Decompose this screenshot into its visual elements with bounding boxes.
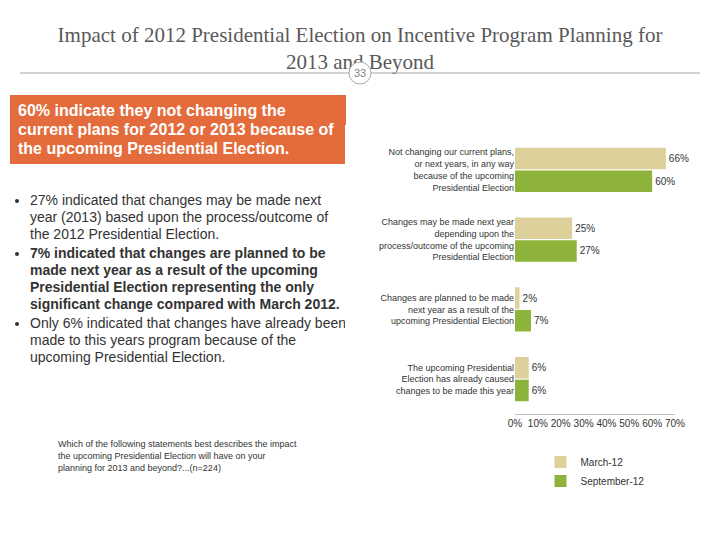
svg-text:6%: 6% bbox=[532, 385, 547, 396]
svg-text:September-12: September-12 bbox=[581, 476, 645, 487]
svg-text:20%: 20% bbox=[551, 418, 571, 429]
svg-text:40%: 40% bbox=[596, 418, 616, 429]
svg-text:Changes may be made next yeard: Changes may be made next yeardepending u… bbox=[379, 217, 514, 262]
svg-text:2%: 2% bbox=[523, 293, 538, 304]
svg-text:30%: 30% bbox=[574, 418, 594, 429]
svg-text:10%: 10% bbox=[528, 418, 548, 429]
svg-text:March-12: March-12 bbox=[581, 457, 624, 468]
svg-text:0%: 0% bbox=[508, 418, 523, 429]
svg-text:6%: 6% bbox=[532, 362, 547, 373]
svg-text:33: 33 bbox=[354, 67, 366, 79]
svg-text:66%: 66% bbox=[669, 153, 689, 164]
svg-text:70%: 70% bbox=[665, 418, 685, 429]
svg-text:The upcoming PresidentialElect: The upcoming PresidentialElection has al… bbox=[396, 363, 514, 396]
svg-text:Not changing our current plans: Not changing our current plans,or next y… bbox=[388, 147, 514, 192]
svg-text:60%: 60% bbox=[655, 176, 675, 187]
svg-text:27%: 27% bbox=[580, 245, 600, 256]
svg-text:60%: 60% bbox=[642, 418, 662, 429]
svg-text:25%: 25% bbox=[575, 223, 595, 234]
svg-text:7%: 7% bbox=[534, 315, 549, 326]
svg-text:50%: 50% bbox=[619, 418, 639, 429]
svg-text:Changes are planned to be made: Changes are planned to be madenext year … bbox=[380, 293, 514, 326]
